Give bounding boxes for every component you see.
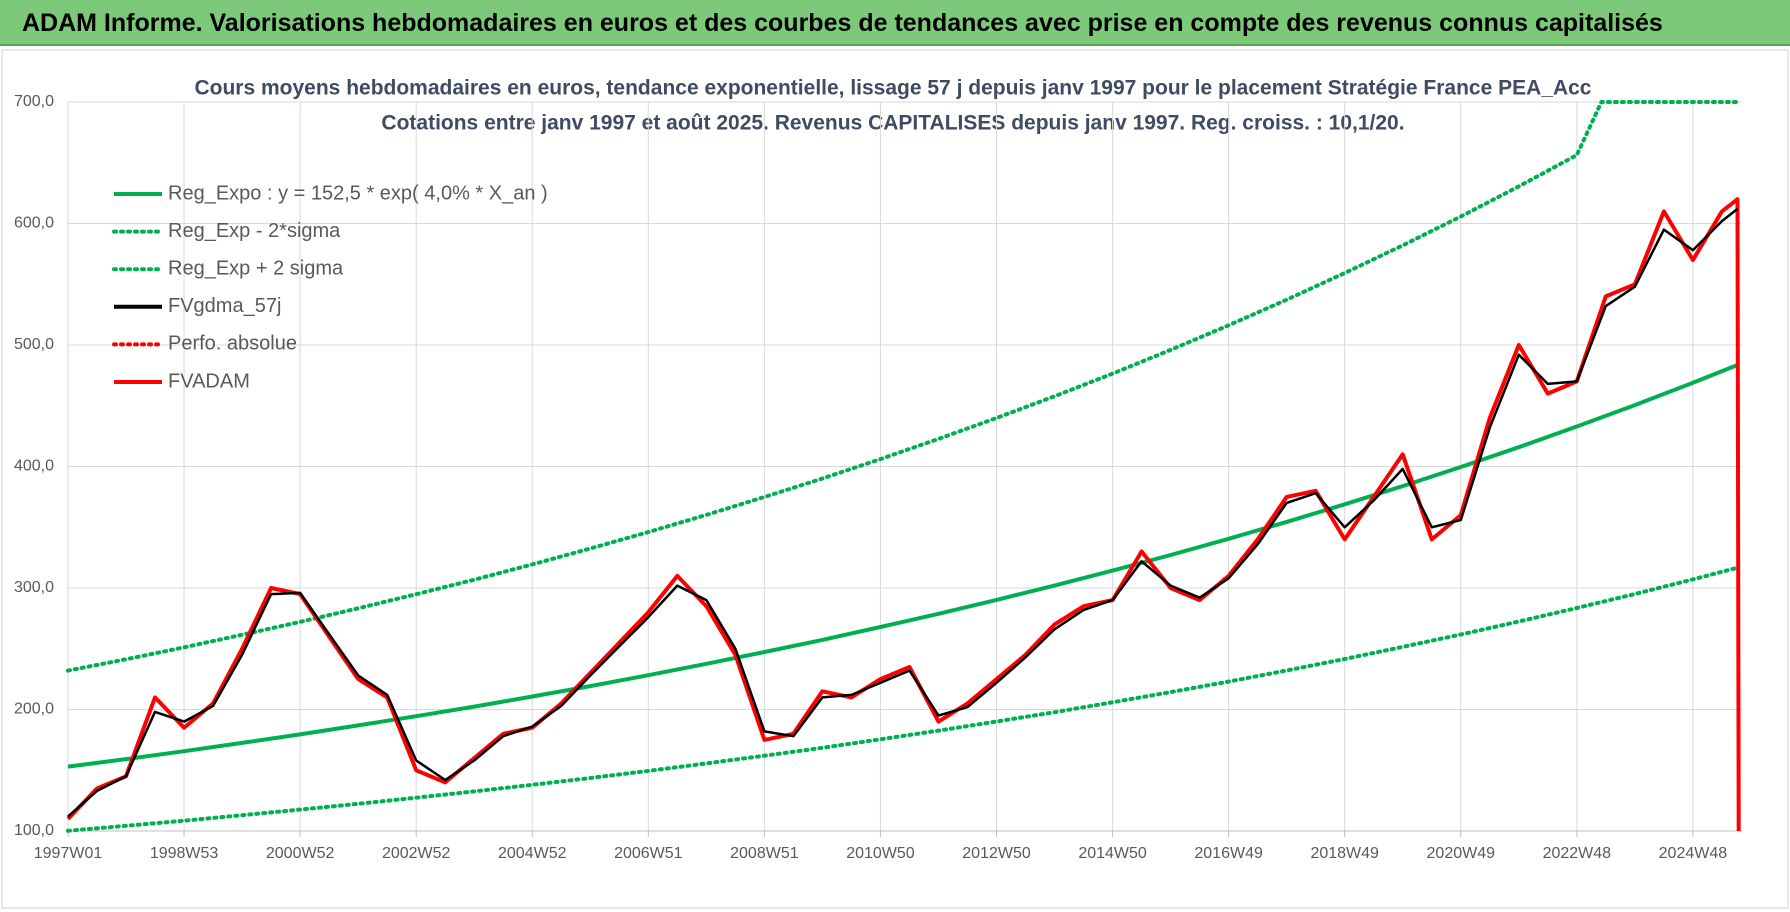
x-tick-label: 2008W51 — [730, 845, 799, 862]
x-tick-label: 2000W52 — [266, 845, 335, 862]
x-tick-label: 2006W51 — [614, 845, 683, 862]
chart: Cours moyens hebdomadaires en euros, ten… — [1, 49, 1789, 909]
y-tick-label: 300,0 — [14, 579, 54, 596]
y-tick-label: 700,0 — [14, 93, 54, 110]
x-tick-label: 1997W01 — [34, 845, 103, 862]
chart-frame — [1, 49, 1789, 909]
y-tick-label: 600,0 — [14, 215, 54, 232]
x-tick-label: 2016W49 — [1194, 845, 1263, 862]
x-tick-label: 2018W49 — [1310, 845, 1379, 862]
legend-label: Perfo. absolue — [168, 333, 297, 355]
chart-title: Cours moyens hebdomadaires en euros, ten… — [194, 77, 1591, 100]
x-tick-label: 2024W48 — [1659, 845, 1728, 862]
header-bar: ADAM Informe. Valorisations hebdomadaire… — [0, 0, 1790, 46]
header-title: ADAM Informe. Valorisations hebdomadaire… — [22, 9, 1663, 37]
series-line — [67, 363, 1739, 769]
series-line — [66, 100, 1740, 673]
x-tick-label: 2002W52 — [382, 845, 451, 862]
x-tick-label: 2022W48 — [1543, 845, 1612, 862]
x-tick-label: 2004W52 — [498, 845, 567, 862]
legend-label: Reg_Expo : y = 152,5 * exp( 4,0% * X_an … — [168, 182, 548, 204]
series-line — [66, 565, 1740, 833]
y-tick-label: 200,0 — [14, 701, 54, 718]
x-tick-label: 2010W50 — [846, 845, 915, 862]
series-line — [67, 207, 1739, 818]
x-tick-label: 2014W50 — [1078, 845, 1147, 862]
legend-label: FVADAM — [168, 370, 250, 392]
chart-subtitle: Cotations entre janv 1997 et août 2025. … — [381, 112, 1404, 135]
y-tick-label: 400,0 — [14, 458, 54, 475]
legend-label: Reg_Exp - 2*sigma — [168, 220, 341, 242]
x-tick-label: 1998W53 — [150, 845, 219, 862]
legend-label: Reg_Exp + 2 sigma — [168, 257, 344, 279]
y-tick-label: 100,0 — [14, 822, 54, 839]
x-tick-label: 2020W49 — [1427, 845, 1496, 862]
x-tick-label: 2012W50 — [962, 845, 1031, 862]
legend-label: FVgdma_57j — [168, 295, 281, 317]
y-tick-label: 500,0 — [14, 336, 54, 353]
